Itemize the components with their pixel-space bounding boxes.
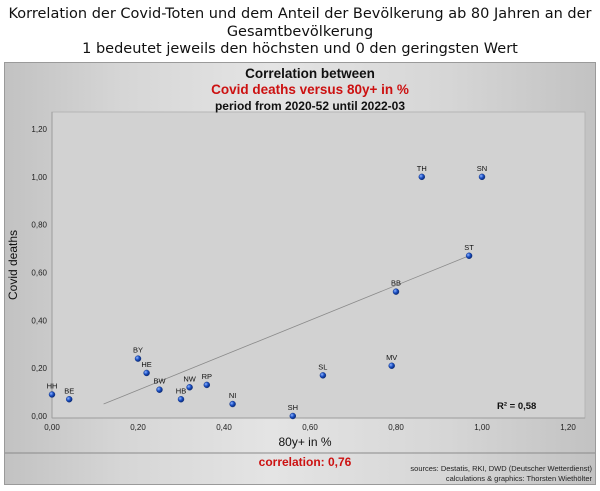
data-point bbox=[177, 396, 185, 403]
data-point bbox=[156, 386, 163, 393]
y-tick-label: 0,00 bbox=[31, 412, 47, 421]
plot-area bbox=[51, 111, 586, 419]
data-point bbox=[143, 369, 150, 377]
chart-title: Correlation between bbox=[245, 66, 375, 81]
x-tick-label: 0,00 bbox=[44, 423, 60, 432]
data-point-label: BE bbox=[64, 386, 74, 395]
data-point bbox=[134, 355, 142, 362]
data-point bbox=[229, 400, 236, 408]
x-tick-label: 0,20 bbox=[130, 423, 146, 432]
y-tick-labels: 0,00 0,20 0,40 0,60 0,80 1,00 1,20 bbox=[31, 125, 47, 421]
data-point-label: BW bbox=[153, 377, 166, 386]
sources-line-2: calculations & graphics: Thorsten Wiethö… bbox=[446, 474, 593, 483]
data-point-label: BB bbox=[391, 279, 401, 288]
data-point-label: SL bbox=[318, 362, 327, 371]
data-point bbox=[392, 288, 400, 295]
data-point-label: HB bbox=[176, 386, 186, 395]
data-point-label: RP bbox=[202, 372, 212, 381]
data-point bbox=[186, 384, 193, 391]
y-tick-label: 0,20 bbox=[31, 364, 47, 373]
data-point bbox=[465, 252, 473, 259]
data-point-label: NI bbox=[229, 391, 237, 400]
data-point-label: MV bbox=[386, 353, 397, 362]
y-tick-label: 0,80 bbox=[31, 221, 47, 230]
y-tick-label: 0,40 bbox=[31, 316, 47, 325]
data-point-label: HH bbox=[47, 381, 58, 390]
data-point-label: BY bbox=[133, 346, 143, 355]
data-point-label: NW bbox=[183, 374, 196, 383]
r-squared-label: R² = 0,58 bbox=[497, 401, 536, 412]
data-point bbox=[418, 173, 425, 181]
figure-title-line-2: Gesamtbevölkerung bbox=[226, 23, 374, 40]
x-tick-label: 0,40 bbox=[216, 423, 232, 432]
figure-title-line-1: Korrelation der Covid-Toten und dem Ante… bbox=[8, 6, 592, 22]
trendline bbox=[103, 255, 470, 405]
data-point-label: HE bbox=[141, 360, 151, 369]
x-axis-label: 80y+ in % bbox=[278, 435, 331, 449]
x-tick-labels: 0,00 0,20 0,40 0,60 0,80 1,00 1,20 bbox=[44, 423, 576, 432]
data-point-label: SH bbox=[288, 403, 298, 412]
data-point bbox=[388, 362, 395, 369]
x-tick-label: 0,60 bbox=[302, 423, 318, 432]
correlation-label: correlation: 0,76 bbox=[259, 455, 352, 469]
x-tick-label: 1,00 bbox=[474, 423, 490, 432]
data-point bbox=[478, 173, 486, 181]
x-tick-label: 0,80 bbox=[388, 423, 404, 432]
y-tick-label: 1,20 bbox=[31, 125, 47, 134]
data-point bbox=[203, 381, 211, 389]
chart-subtitle: Covid deaths versus 80y+ in % bbox=[211, 82, 409, 97]
figure-title: Korrelation der Covid-Toten und dem Ante… bbox=[0, 6, 600, 59]
data-point bbox=[48, 391, 56, 398]
data-point-label: SN bbox=[477, 164, 487, 173]
data-point bbox=[65, 396, 73, 403]
data-point-label: ST bbox=[464, 243, 474, 252]
y-axis-label: Covid deaths bbox=[6, 230, 20, 300]
x-tick-label: 1,20 bbox=[560, 423, 576, 432]
figure-title-line-3: 1 bedeutet jeweils den höchsten und 0 de… bbox=[82, 41, 518, 57]
sources-line-1: sources: Destatis, RKI, DWD (Deutscher W… bbox=[410, 464, 592, 473]
data-point-label: TH bbox=[417, 164, 427, 173]
data-point bbox=[289, 412, 296, 420]
chart-period: period from 2020-52 until 2022-03 bbox=[215, 99, 405, 113]
y-tick-label: 1,00 bbox=[31, 173, 47, 182]
y-tick-label: 0,60 bbox=[31, 269, 47, 278]
data-point bbox=[319, 372, 327, 379]
